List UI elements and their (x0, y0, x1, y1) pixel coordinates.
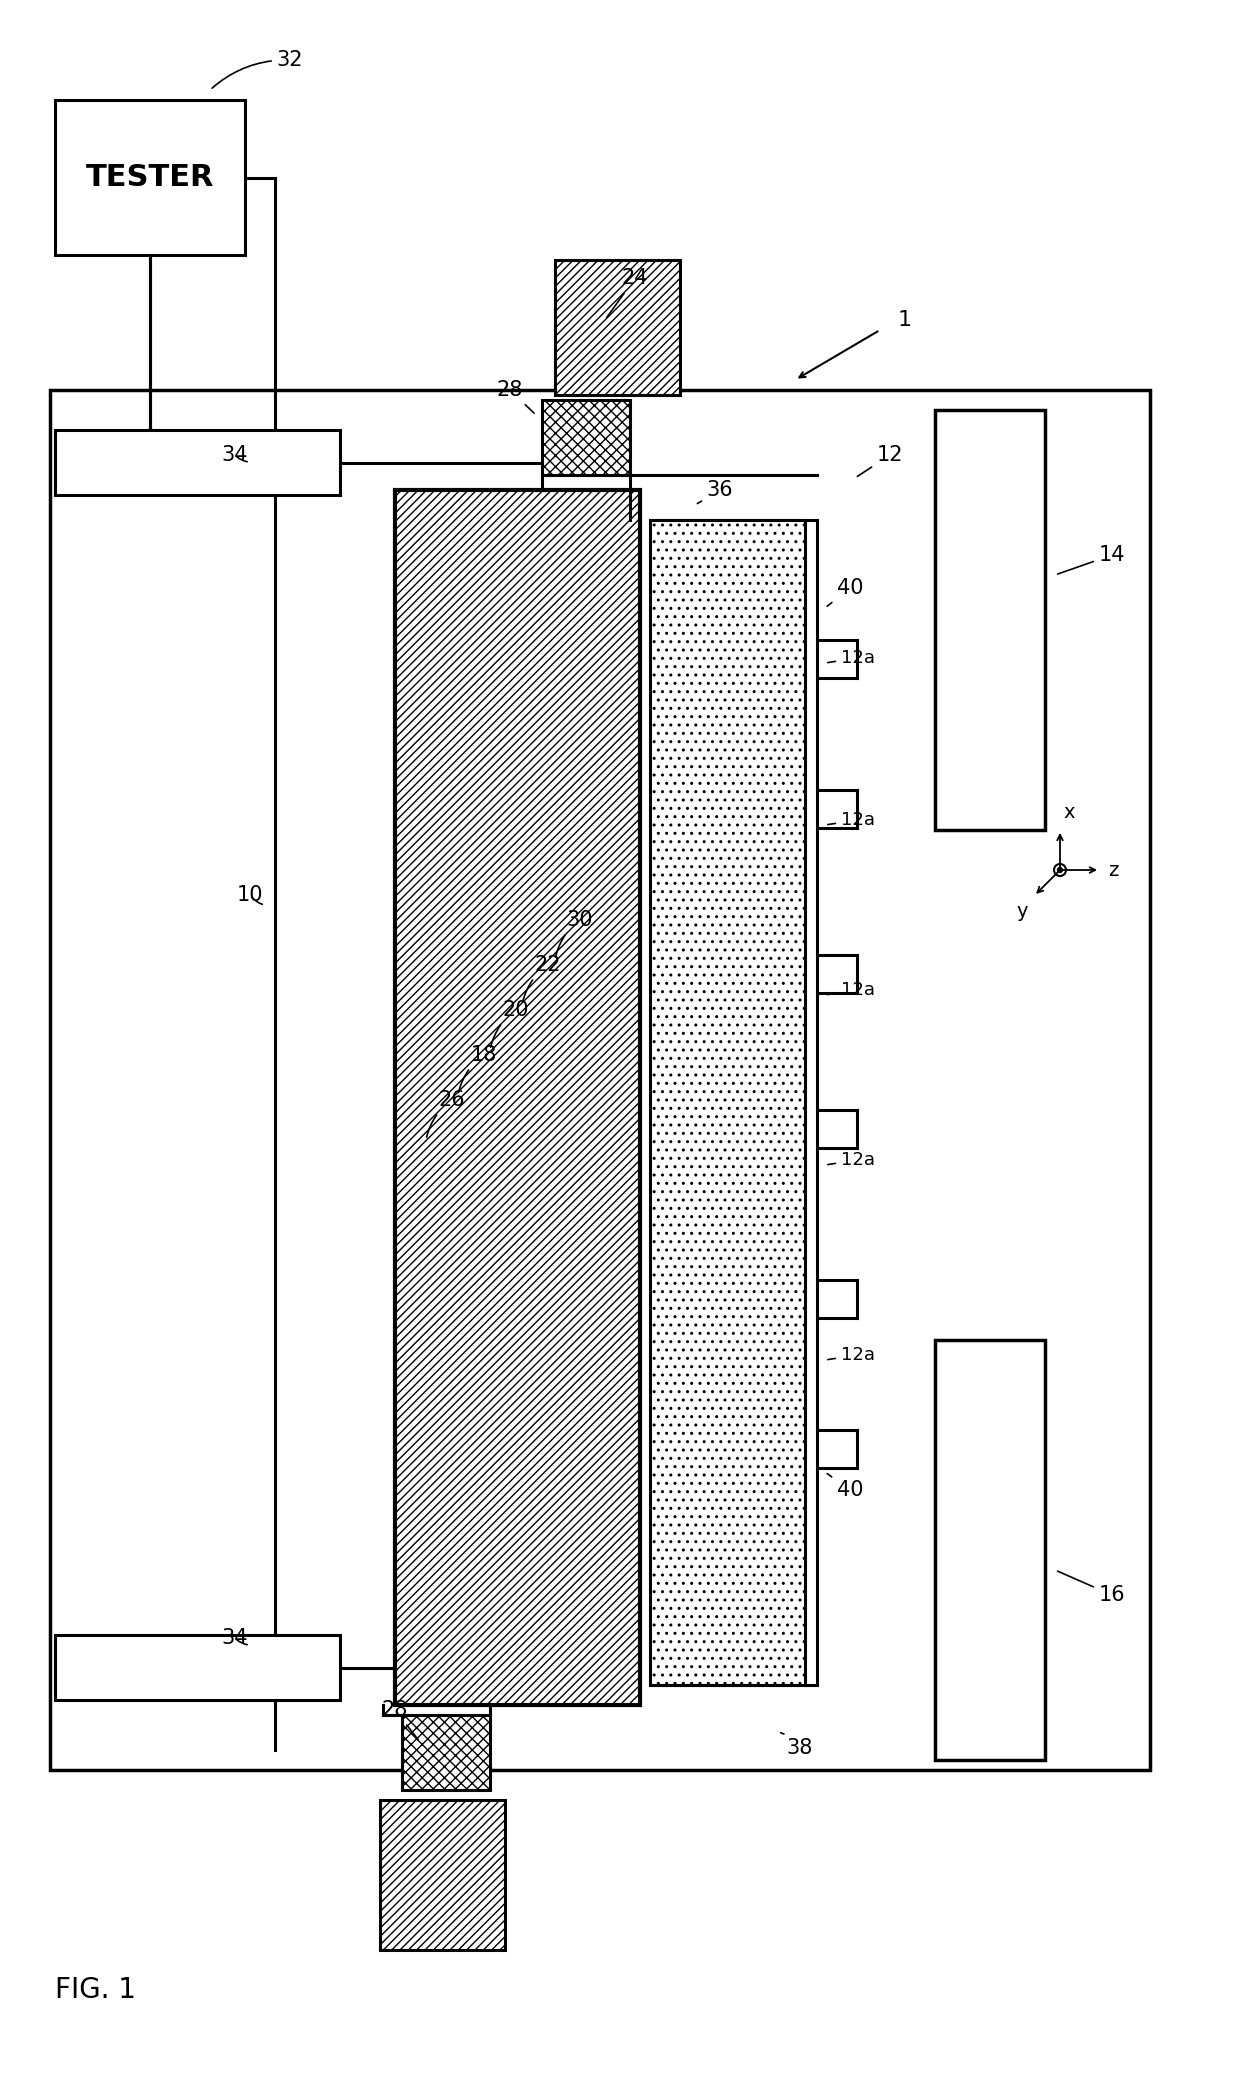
Text: 32: 32 (212, 50, 304, 88)
Bar (379, 1799, 505, 1949)
Text: 34: 34 (222, 445, 248, 465)
Text: 22: 22 (522, 956, 562, 1002)
Text: FIG. 1: FIG. 1 (55, 1976, 136, 2004)
Text: 14: 14 (1058, 545, 1125, 574)
Text: 16: 16 (1058, 1572, 1126, 1605)
Bar (55, 1634, 340, 1701)
Bar (396, 490, 640, 1705)
Text: 34: 34 (222, 1628, 248, 1649)
Text: 12a: 12a (828, 1346, 875, 1365)
Text: 26: 26 (427, 1089, 465, 1137)
Text: 1: 1 (898, 311, 913, 330)
Text: 20: 20 (491, 1000, 529, 1048)
Bar (935, 1340, 1045, 1759)
Text: 30: 30 (556, 910, 593, 958)
Text: 18: 18 (459, 1046, 497, 1092)
Text: z: z (1109, 860, 1118, 879)
Text: 12a: 12a (828, 649, 875, 668)
Circle shape (1058, 868, 1063, 872)
Text: 40: 40 (827, 1473, 863, 1501)
Bar (55, 100, 246, 255)
Text: y: y (1017, 902, 1028, 920)
Text: 24: 24 (606, 267, 649, 317)
Text: 12: 12 (857, 445, 903, 476)
Text: 38: 38 (781, 1732, 813, 1757)
Text: 40: 40 (827, 578, 863, 605)
Bar (650, 520, 805, 1684)
Text: x: x (1063, 803, 1075, 822)
Text: TESTER: TESTER (86, 163, 215, 192)
Bar (402, 1716, 490, 1791)
Bar (935, 409, 1045, 831)
Text: 28: 28 (382, 1701, 418, 1741)
Text: 36: 36 (697, 480, 733, 503)
Text: 28: 28 (497, 380, 534, 413)
Bar (556, 261, 680, 394)
Text: 10: 10 (237, 885, 263, 906)
Text: 12a: 12a (828, 981, 875, 1000)
Bar (542, 401, 630, 476)
Bar (50, 390, 1149, 1770)
Text: 12a: 12a (828, 812, 875, 829)
Bar (55, 430, 340, 495)
Text: 12a: 12a (828, 1152, 875, 1169)
